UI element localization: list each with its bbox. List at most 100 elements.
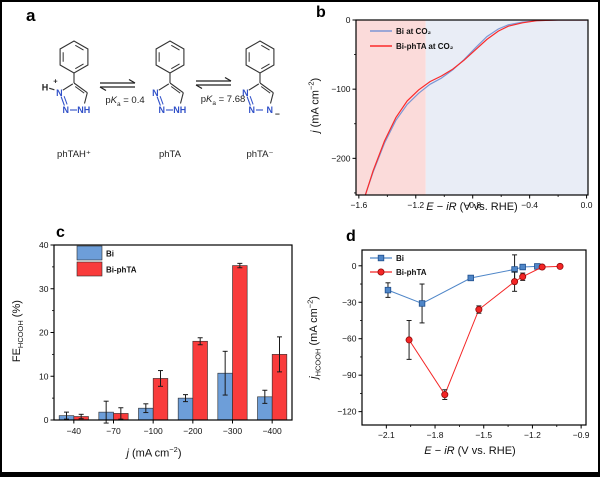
- legend-label-1: Bi-phTA: [396, 268, 427, 277]
- x-tick-label: −1.2: [407, 200, 424, 210]
- triazole-bond: [73, 82, 88, 94]
- x-tick-label: −300: [223, 426, 242, 436]
- chart-c-ylabel: FEHCOOH (%): [11, 251, 25, 411]
- molecule-name-phtah: phTAH⁺: [57, 149, 91, 160]
- x-tick-label: −1.5: [475, 430, 492, 440]
- label-part: j: [309, 130, 322, 133]
- equilibrium-arrow-2: [195, 76, 232, 90]
- benzene-double-bond: [171, 44, 180, 51]
- y-tick-label: −120: [337, 407, 356, 417]
- n-bottom-left-atom: N: [248, 105, 255, 115]
- y-tick-label: 0: [352, 261, 357, 271]
- data-point-Bi-phTA-3: [511, 278, 519, 286]
- label-part: p: [200, 94, 207, 105]
- molecule-0: NN NH H +: [42, 40, 90, 115]
- arrow-head: [99, 86, 107, 92]
- benzene-double-bond: [261, 63, 270, 70]
- triazole-double-bond: [170, 86, 181, 94]
- x-tick-label: −0.4: [521, 200, 538, 210]
- panel-d-label: d: [346, 228, 356, 245]
- equilibrium-arrow-1: [99, 78, 136, 92]
- chart-c-xlabel: j (mA cm−2): [74, 445, 234, 460]
- axes-frame: [361, 249, 587, 426]
- panel-b-label: b: [316, 4, 326, 21]
- triazole-bond: [269, 92, 274, 104]
- n-left-atom: N: [56, 88, 63, 98]
- chart-d-xlabel: E − iR (V vs. RHE): [390, 445, 550, 457]
- data-point-Bi-4: [519, 263, 526, 271]
- x-tick-label: 0.0: [581, 200, 593, 210]
- x-tick-label: −1.2: [524, 430, 541, 440]
- y-tick-label: 40: [39, 240, 49, 250]
- n-n-double-bond: [249, 96, 254, 105]
- n-left-atom: N: [152, 88, 159, 98]
- triazole-double-bond: [74, 86, 85, 94]
- molecule-name-phta-anion: phTA⁻: [246, 149, 274, 160]
- label-part: (mA cm: [309, 90, 322, 131]
- label-part: E: [424, 445, 432, 457]
- x-tick-label: −1.6: [350, 200, 367, 210]
- n-bottom-right-atom: NH: [77, 105, 90, 115]
- label-part: ): [308, 296, 321, 300]
- chart-c-faradaic-efficiency: −40 −70 −100 −200 −300 −400 0 10 20 30 40 Bi Bi-phTA: [39, 240, 293, 436]
- chart-b-lsv: −1.6 −1.2 −0.8 −0.4 0.0 0 −100 −200 Bi at CO₂ Bi-…: [331, 15, 593, 210]
- n-n-bond: [246, 96, 251, 106]
- data-point-Bi-0: [384, 286, 392, 294]
- legend-label-1: Bi-phTA at CO₂: [396, 42, 454, 51]
- molecule-1: NN NH: [152, 40, 186, 115]
- label-part: p: [105, 95, 111, 106]
- label-part: iR: [444, 445, 455, 457]
- label-part: FE: [10, 348, 23, 363]
- label-part: (V vs. RHE): [454, 445, 516, 457]
- data-point-Bi-phTA-4: [519, 273, 527, 281]
- legend-swatch-0: [76, 245, 103, 261]
- legend-label-0: Bi: [106, 250, 114, 259]
- n-n-double-bond: [159, 96, 164, 105]
- benzene-double-bond: [75, 63, 84, 70]
- label-part: a: [117, 100, 121, 108]
- molecule-name-phta: phTA: [158, 149, 181, 160]
- positive-charge: +: [53, 77, 58, 86]
- data-point-Bi-phTA-0: [405, 336, 413, 344]
- triazole-bond: [248, 83, 260, 91]
- series-line-1: [364, 20, 587, 195]
- n-left-atom: N: [242, 88, 249, 98]
- axes-frame: [355, 19, 589, 196]
- h-n-bond: [49, 87, 55, 91]
- chart-b-ylabel: j (mA cm−2): [307, 25, 322, 185]
- n-bottom-left-atom: N: [62, 105, 68, 115]
- label-part: K: [110, 95, 117, 106]
- x-tick-label: −100: [144, 426, 163, 436]
- pka-label-2: pKa = 7.68: [188, 94, 258, 107]
- y-tick-label: −100: [331, 84, 350, 94]
- x-tick-label: −0.9: [573, 430, 590, 440]
- legend-label-0: Bi: [396, 254, 404, 263]
- chart-d-ylabel: jHCOOH (mA cm−2): [306, 257, 323, 417]
- arrow-head: [224, 76, 232, 82]
- y-tick-label: −200: [331, 153, 350, 163]
- label-part: ): [177, 447, 182, 460]
- y-tick-label: 0: [346, 15, 351, 25]
- legend-marker-0: [377, 254, 385, 262]
- benzene-double-bond: [171, 63, 180, 70]
- data-point-Bi-2: [467, 274, 474, 282]
- legend-swatch-1: [76, 261, 103, 277]
- label-part: −2: [305, 299, 315, 309]
- data-point-Bi-1: [418, 300, 426, 307]
- label-part: = 0.4: [120, 95, 145, 106]
- label-part: K: [206, 94, 213, 105]
- y-tick-label: 20: [39, 328, 49, 338]
- y-tick-label: −90: [342, 370, 357, 380]
- bar-Bi-phTA-4: [232, 265, 248, 421]
- n-bottom-left-atom: N: [158, 105, 165, 115]
- label-part: HCOOH: [16, 320, 26, 349]
- y-tick-label: 0: [44, 415, 49, 425]
- x-tick-label: −40: [67, 426, 82, 436]
- y-tick-label: 10: [39, 371, 49, 381]
- x-tick-label: −1.8: [427, 430, 444, 440]
- x-tick-label: −400: [263, 426, 282, 436]
- label-part: j: [308, 376, 321, 379]
- label-part: j: [126, 447, 129, 460]
